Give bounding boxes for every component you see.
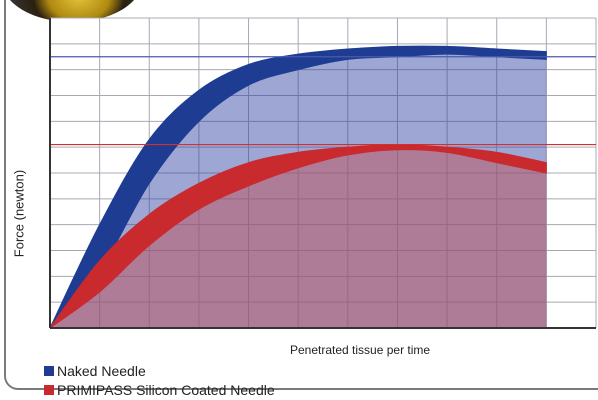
legend-label: Naked Needle [57,362,146,379]
legend: Naked Needle PRIMIPASS Silicon Coated Ne… [44,361,275,399]
legend-item-silicon-coated-needle: PRIMIPASS Silicon Coated Needle [44,380,275,399]
legend-swatch [44,365,54,376]
y-axis-label: Force (newton) [11,169,27,258]
series-band-silicon-coated-needle [49,144,547,329]
legend-item-naked-needle: Naked Needle [44,361,275,380]
series-area-silicon-coated-needle [50,149,547,328]
chart-frame [4,0,598,390]
legend-swatch [44,384,54,395]
x-axis-label: Penetrated tissue per time [290,343,431,357]
series-band-naked-needle [49,45,547,329]
legend-label: PRIMIPASS Silicon Coated Needle [57,381,275,398]
logo-badge [2,0,142,22]
